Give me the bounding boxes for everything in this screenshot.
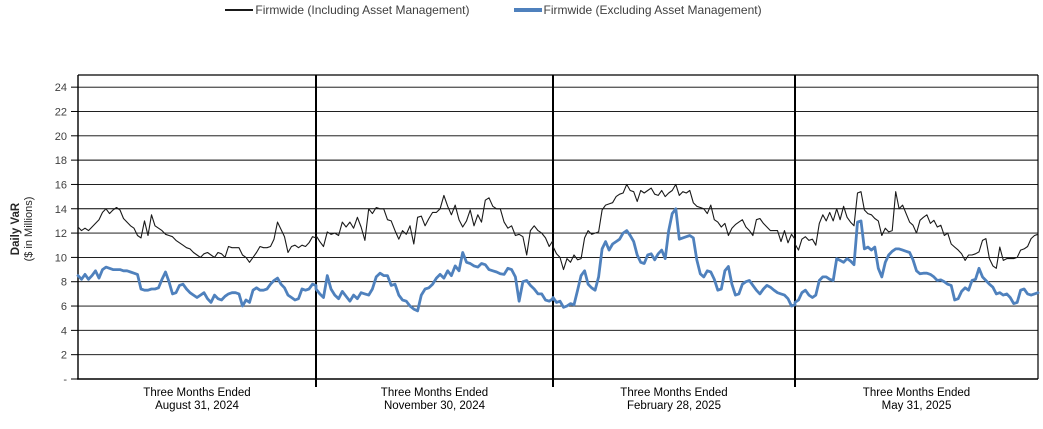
y-tick-label: 12 — [55, 228, 67, 240]
legend-label-excluding: Firmwide (Excluding Asset Management) — [543, 3, 762, 17]
y-axis-title: Daily VaR ($ in Millions) — [10, 134, 36, 324]
x-section-label: Three Months Ended August 31, 2024 — [143, 387, 250, 412]
y-tick-label: 24 — [55, 82, 67, 94]
y-tick-label: 2 — [61, 350, 67, 362]
chart-legend: Firmwide (Including Asset Management) Fi… — [0, 3, 1015, 17]
y-tick-label: 16 — [55, 179, 67, 191]
y-tick-label: 20 — [55, 131, 67, 143]
y-tick-label: 10 — [55, 252, 67, 264]
excluding-line-swatch — [513, 8, 542, 12]
y-tick-label: 4 — [61, 325, 67, 337]
legend-item-including: Firmwide (Including Asset Management) — [225, 3, 470, 17]
x-section-label: Three Months Ended February 28, 2025 — [620, 387, 727, 412]
including-line-swatch — [225, 9, 254, 11]
legend-item-excluding: Firmwide (Excluding Asset Management) — [513, 3, 762, 17]
x-section-label: Three Months Ended November 30, 2024 — [381, 387, 488, 412]
x-section-label: Three Months Ended May 31, 2025 — [863, 387, 970, 412]
y-tick-label: 8 — [61, 277, 67, 289]
legend-label-including: Firmwide (Including Asset Management) — [255, 3, 470, 17]
y-tick-label: 18 — [55, 155, 67, 167]
y-axis-title-units: ($ in Millions) — [23, 196, 35, 262]
y-axis-title-main: Daily VaR — [10, 202, 22, 256]
series-line-including — [77, 183, 1039, 271]
y-tick-label: 6 — [61, 301, 67, 313]
y-tick-label: 22 — [55, 106, 67, 118]
y-tick-label: - — [63, 374, 67, 386]
y-tick-label: 14 — [55, 204, 67, 216]
series-line-excluding — [76, 207, 1040, 313]
